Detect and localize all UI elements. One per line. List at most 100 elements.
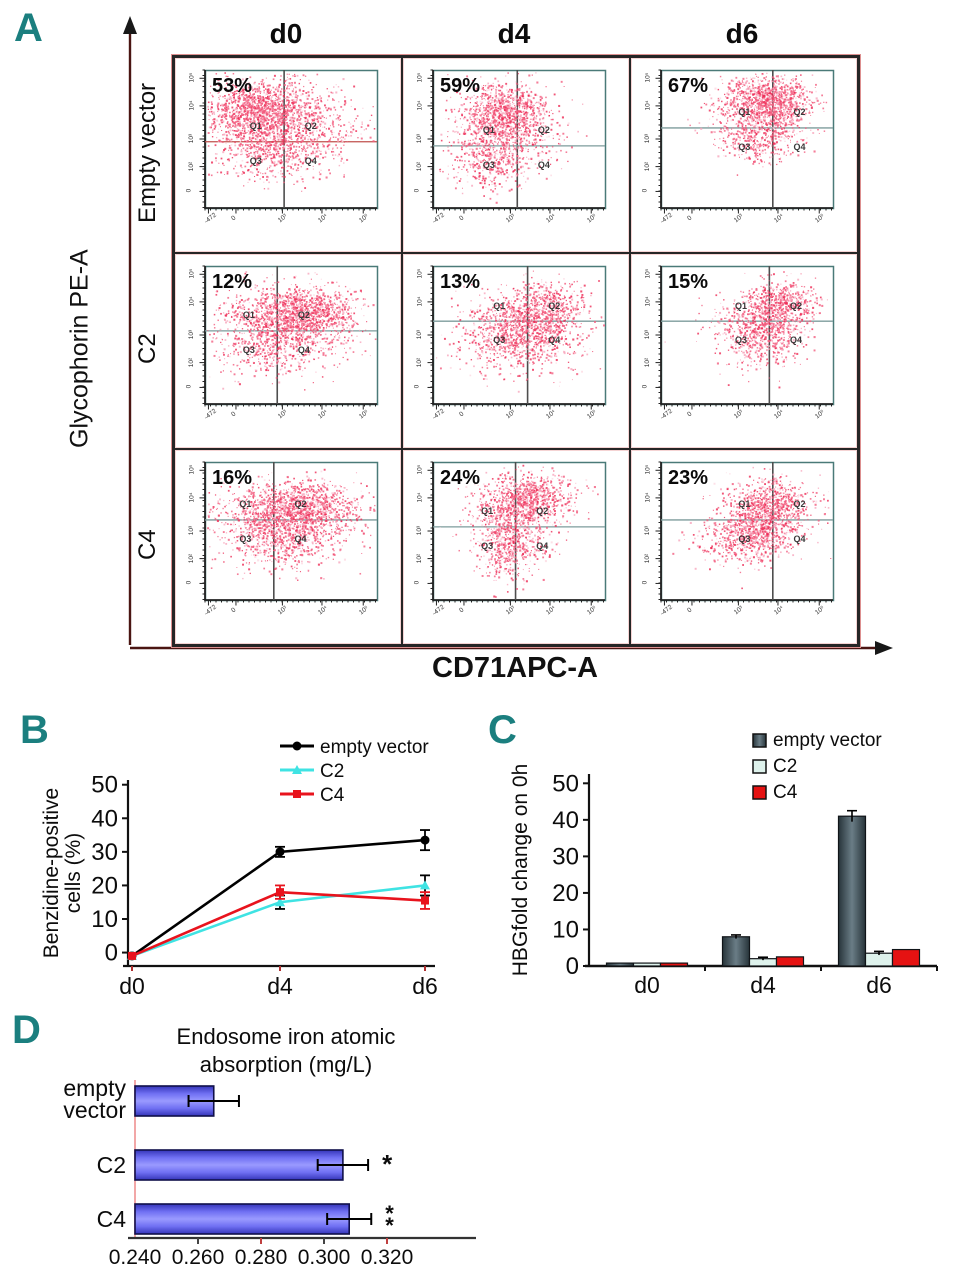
quadrant-label-q3: Q3 (734, 335, 747, 346)
quadrant-label-q2: Q2 (793, 107, 806, 118)
y-tick-label: 20 (91, 872, 118, 899)
column-header-d4: d4 (497, 18, 531, 49)
y-tick-label: 40 (91, 805, 118, 832)
quadrant-label-q4: Q4 (537, 159, 550, 170)
y-tick-label: 10² (416, 161, 424, 171)
y-tick-label: 10 (552, 916, 579, 943)
x-tick-label: d6 (866, 972, 892, 998)
panel-b-label: B (20, 708, 49, 752)
y-tick-label: 30 (552, 843, 579, 870)
percent-label: 24% (440, 467, 481, 489)
benzidine-line-chart: 0 10 20 30 40 50 d0 d4 d6 Benzidine-positive cells… (40, 737, 438, 999)
y-tick-label: 10⁴ (188, 100, 196, 111)
flow-plot-c4-d0: 16% Q1 Q2 Q3 Q4 -472 0 10³ 10⁴ 10⁵ 10⁵ 10⁴ 10³ 10² 0 (174, 449, 403, 646)
y-tick-label: 0 (641, 189, 649, 193)
y-tick-label: 0 (641, 385, 649, 389)
y-tick-label: 50 (91, 772, 118, 799)
y-tick-label: 10³ (188, 329, 196, 340)
y-tick-label: 10² (644, 161, 652, 171)
endosome-iron-bar-chart: Endosome iron atomic absorption (mg/L) 0.2… (63, 1024, 476, 1269)
y-tick-label: 10⁴ (188, 492, 196, 503)
y-tick-label: 0 (566, 953, 579, 980)
row-label-c2: C2 (134, 333, 161, 365)
y-tick-label: 0 (105, 940, 118, 967)
y-tick-label: 10⁵ (188, 464, 196, 475)
y-tick-label: 10³ (188, 525, 196, 536)
x-tick-label: d6 (412, 973, 438, 999)
scatter-canvas (403, 450, 631, 646)
panel-a-label: A (14, 6, 43, 50)
quadrant-label-q1: Q1 (242, 310, 255, 321)
quadrant-label-q3: Q3 (239, 533, 252, 544)
y-tick-label: 0 (413, 189, 421, 193)
y-tick-label: 10⁴ (644, 296, 652, 307)
percent-label: 12% (212, 271, 253, 293)
panel-c-label: C (488, 708, 517, 752)
quadrant-label-q1: Q1 (738, 107, 751, 118)
y-tick-label: 40 (552, 807, 579, 834)
quadrant-label-q3: Q3 (738, 533, 751, 544)
quadrant-label-q2: Q2 (304, 121, 317, 132)
y-tick-label: 10² (188, 553, 196, 563)
y-tick-label: 0 (185, 581, 193, 585)
legend-label: C4 (773, 782, 798, 803)
quadrant-label-q2: Q2 (294, 499, 307, 510)
x-tick-label: 0.280 (235, 1246, 288, 1269)
percent-label: 53% (212, 75, 253, 97)
quadrant-label-q1: Q1 (738, 499, 751, 510)
flow-plot-c2-d6: 15% Q1 Q2 Q3 Q4 -472 0 10³ 10⁴ 10⁵ 10⁵ 10⁴ 10³ 10² 0 (630, 253, 859, 450)
scatter-canvas (175, 450, 403, 646)
y-tick-label: 10³ (188, 133, 196, 144)
y-tick-label: 10⁵ (416, 268, 424, 279)
y-tick-label: 10⁴ (644, 492, 652, 503)
quadrant-label-q3: Q3 (738, 141, 751, 152)
quadrant-label-q1: Q1 (481, 506, 494, 517)
quadrant-label-q4: Q4 (793, 533, 806, 544)
y-tick-label: 10³ (644, 329, 652, 340)
scatter-canvas (175, 254, 403, 450)
y-tick-label: 50 (552, 770, 579, 797)
scatter-canvas (631, 58, 859, 254)
chart-title-line: Endosome iron atomic (177, 1024, 396, 1049)
x-tick-label: 0.260 (172, 1246, 225, 1269)
y-tick-label: 10² (416, 553, 424, 563)
percent-label: 16% (212, 467, 253, 489)
y-tick-label: 10² (644, 357, 652, 367)
quadrant-label-q3: Q3 (481, 540, 494, 551)
y-tick-label: 30 (91, 839, 118, 866)
quadrant-label-q1: Q1 (734, 300, 747, 311)
y-axis-label: cells (%) (62, 833, 85, 914)
y-tick-label: 10⁴ (188, 296, 196, 307)
category-label: vector (63, 1097, 126, 1123)
legend-label: empty vector (320, 737, 429, 758)
percent-label: 23% (668, 467, 709, 489)
y-tick-label: 0 (185, 189, 193, 193)
x-tick-label: 0.300 (298, 1246, 351, 1269)
y-tick-label: 10² (416, 357, 424, 367)
flow-plot-c4-d4: 24% Q1 Q2 Q3 Q4 -472 0 10³ 10⁴ 10⁵ 10⁵ 10⁴ 10³ 10² 0 (402, 449, 631, 646)
y-tick-label: 0 (413, 581, 421, 585)
x-tick-label: 0.240 (109, 1246, 162, 1269)
significance-marker: * (385, 1201, 394, 1226)
quadrant-label-q2: Q2 (790, 300, 803, 311)
legend-label: C4 (320, 785, 345, 806)
quadrant-label-q3: Q3 (493, 335, 506, 346)
x-tick-label: d0 (634, 972, 660, 998)
flow-plot-c2-d0: 12% Q1 Q2 Q3 Q4 -472 0 10³ 10⁴ 10⁵ 10⁵ 10⁴ 10³ 10² 0 (174, 253, 403, 450)
hbg-fold-bar-chart: 0 10 20 30 40 50 HBGfold change on 0h d0 d4 d6 emp… (509, 730, 938, 998)
legend-label: C2 (773, 756, 797, 777)
y-tick-label: 10³ (416, 525, 424, 536)
quadrant-label-q2: Q2 (548, 300, 561, 311)
legend-label: empty vector (773, 730, 882, 751)
quadrant-label-q4: Q4 (536, 540, 549, 551)
y-tick-label: 10⁵ (416, 464, 424, 475)
quadrant-label-q1: Q1 (249, 121, 262, 132)
quadrant-label-q4: Q4 (548, 335, 561, 346)
y-tick-label: 20 (552, 880, 579, 907)
x-tick-label: d0 (119, 973, 145, 999)
x-tick-label: 0.320 (361, 1246, 414, 1269)
y-tick-label: 10³ (644, 525, 652, 536)
percent-label: 67% (668, 75, 709, 97)
scatter-canvas (403, 58, 631, 254)
